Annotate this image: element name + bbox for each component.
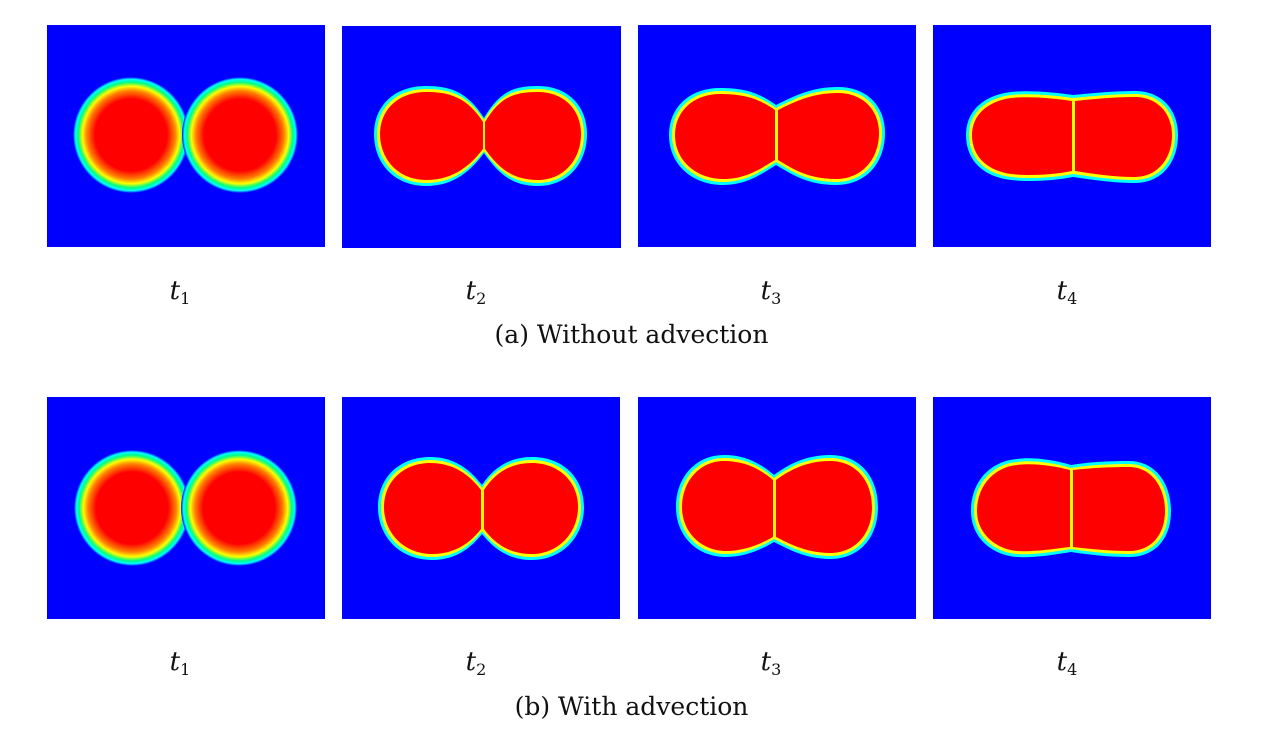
droplets-merged-image	[966, 91, 1178, 183]
droplets-neck-image	[374, 86, 587, 186]
panel-b-t1	[47, 397, 325, 619]
caption-without-advection: (a) Without advection	[494, 320, 769, 349]
time-label-b-t3: t3	[760, 647, 782, 679]
panel-a-t3	[638, 25, 916, 247]
time-label-a-t3: t3	[760, 276, 782, 308]
droplets-separate-image	[74, 450, 297, 566]
panel-a-t2	[342, 26, 621, 248]
time-label-a-t2: t2	[465, 276, 487, 308]
droplets-separate-image	[73, 77, 298, 193]
panel-b-t3	[638, 397, 916, 619]
droplets-merged-image	[971, 458, 1171, 558]
panel-b-t2	[342, 397, 620, 619]
time-label-a-t4: t4	[1056, 276, 1078, 308]
droplets-merging-image	[676, 455, 878, 559]
time-label-a-t1: t1	[169, 276, 191, 308]
droplets-merging-image	[669, 87, 885, 185]
panel-b-t4	[933, 397, 1211, 619]
time-label-b-t4: t4	[1056, 647, 1078, 679]
time-label-b-t1: t1	[169, 647, 191, 679]
time-label-b-t2: t2	[465, 647, 487, 679]
caption-with-advection: (b) With advection	[514, 692, 749, 721]
panel-a-t1	[47, 25, 325, 247]
droplets-neck-image	[378, 457, 584, 560]
panel-a-t4	[933, 25, 1211, 247]
